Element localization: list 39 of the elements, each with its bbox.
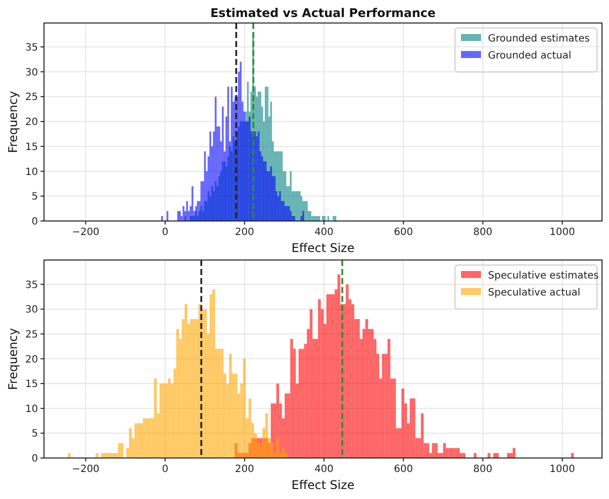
y-tick-label: 35 bbox=[25, 280, 38, 291]
x-tick-label: 800 bbox=[473, 464, 492, 475]
y-tick-label: 10 bbox=[25, 166, 38, 178]
x-tick-label: 600 bbox=[394, 464, 413, 475]
y-axis-title: Frequency bbox=[6, 91, 20, 153]
x-axis-title: Effect Size bbox=[292, 478, 354, 492]
y-tick-label: 25 bbox=[25, 329, 38, 340]
y-tick-label: 30 bbox=[25, 304, 38, 316]
y-tick-label: 15 bbox=[25, 379, 38, 390]
y-tick-label: 35 bbox=[25, 42, 38, 54]
y-tick-label: 25 bbox=[25, 92, 38, 104]
y-tick-label: 20 bbox=[25, 354, 38, 366]
legend-label: Speculative estimates bbox=[488, 270, 599, 282]
x-tick-label: 200 bbox=[235, 464, 254, 475]
x-tick-label: 1000 bbox=[550, 464, 576, 475]
y-axis-title: Frequency bbox=[6, 328, 20, 390]
x-tick-label: 800 bbox=[473, 227, 492, 238]
x-tick-label: 0 bbox=[162, 227, 168, 238]
x-tick-label: 400 bbox=[314, 464, 334, 475]
x-axis-title: Effect Size bbox=[292, 241, 354, 255]
x-tick-label: −200 bbox=[72, 464, 100, 475]
y-tick-label: 15 bbox=[25, 142, 38, 153]
x-tick-label: −200 bbox=[72, 227, 100, 238]
y-tick-label: 0 bbox=[32, 216, 38, 228]
legend-label: Grounded estimates bbox=[488, 34, 590, 44]
y-tick-label: 5 bbox=[32, 428, 38, 440]
legend-label: Grounded actual bbox=[488, 50, 572, 62]
x-tick-label: 1000 bbox=[550, 227, 576, 238]
x-tick-label: 400 bbox=[314, 227, 334, 238]
legend-label: Speculative actual bbox=[488, 288, 580, 298]
x-tick-label: 600 bbox=[394, 227, 413, 238]
y-tick-label: 10 bbox=[25, 404, 38, 415]
y-tick-label: 5 bbox=[32, 192, 38, 203]
y-tick-label: 20 bbox=[25, 117, 38, 128]
y-tick-label: 30 bbox=[25, 67, 38, 78]
x-tick-label: 200 bbox=[235, 227, 254, 238]
y-tick-label: 0 bbox=[32, 454, 38, 464]
x-tick-label: 0 bbox=[162, 464, 168, 475]
chart-title: Estimated vs Actual Performance bbox=[210, 6, 436, 20]
